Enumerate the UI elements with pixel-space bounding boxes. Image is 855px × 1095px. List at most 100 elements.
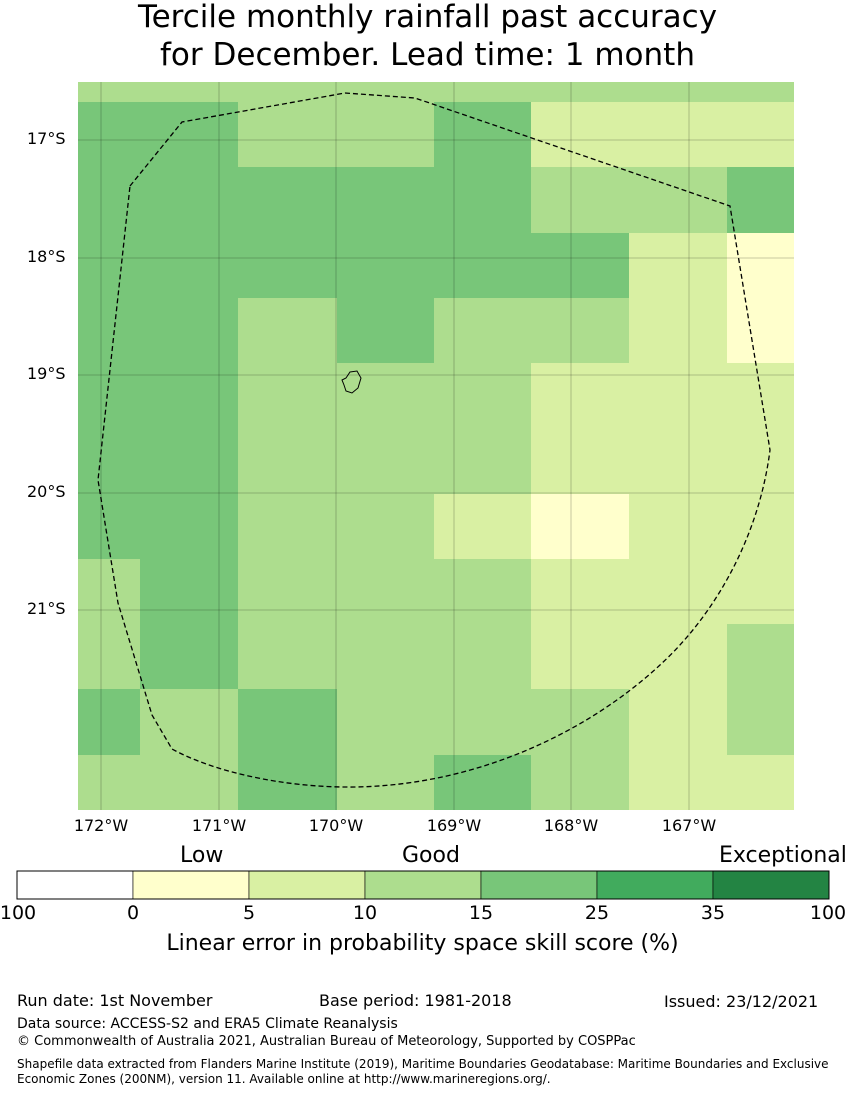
grid-cell — [727, 494, 794, 559]
grid-cell — [140, 494, 238, 559]
colorbar-segment — [596, 870, 714, 900]
colorbar-tick-label: 5 — [242, 902, 256, 924]
grid-cell — [337, 167, 434, 233]
grid-cell — [434, 494, 531, 559]
grid-cell — [727, 298, 794, 363]
grid-cell — [78, 559, 140, 624]
grid-cell — [140, 559, 238, 624]
colorbar — [16, 870, 830, 900]
grid-cell — [78, 689, 140, 755]
grid-cell — [238, 494, 337, 559]
grid-cell — [140, 429, 238, 494]
grid-cell — [727, 559, 794, 624]
grid-cell — [629, 298, 727, 363]
grid-cell — [434, 363, 531, 429]
grid-cell — [238, 363, 337, 429]
grid-cell — [140, 689, 238, 755]
grid-cell — [238, 624, 337, 689]
grid-cell — [727, 102, 794, 167]
grid-cell — [727, 82, 794, 102]
lat-label-18s: 18°S — [27, 247, 66, 266]
grid-cell — [727, 233, 794, 298]
colorbar-segment — [132, 870, 250, 900]
colorbar-segment — [480, 870, 598, 900]
grid-cell — [434, 233, 531, 298]
grid-cell — [434, 82, 531, 102]
graticule — [78, 82, 794, 810]
grid-cell — [434, 298, 531, 363]
grid-cell — [140, 298, 238, 363]
grid-cell — [629, 82, 727, 102]
niue-island-outline — [341, 370, 362, 394]
grid-cell — [140, 82, 238, 102]
lon-label-172w: 172°W — [73, 816, 129, 835]
grid-cell — [337, 102, 434, 167]
grid-cell — [531, 494, 629, 559]
grid-cell — [727, 755, 794, 810]
map-title-line2: for December. Lead time: 1 month — [160, 37, 695, 73]
map-title-line1: Tercile monthly rainfall past accuracy — [137, 0, 718, 35]
colorbar-label: Linear error in probability space skill … — [166, 931, 679, 956]
grid-cell — [78, 102, 140, 167]
grid-cell — [238, 559, 337, 624]
colorbar-tick-label: 25 — [584, 902, 610, 924]
grid-cell — [78, 233, 140, 298]
grid-cell — [78, 167, 140, 233]
lat-label-17s: 17°S — [27, 129, 66, 148]
grid-cell — [238, 689, 337, 755]
grid-cell — [337, 233, 434, 298]
lat-label-21s: 21°S — [27, 599, 66, 618]
grid-cell — [434, 559, 531, 624]
base-period: Base period: 1981-2018 — [319, 991, 512, 1010]
grid-cell — [78, 624, 140, 689]
grid-cell — [238, 102, 337, 167]
data-source: Data source: ACCESS-S2 and ERA5 Climate … — [17, 1016, 398, 1032]
lon-label-170w: 170°W — [308, 816, 364, 835]
grid-cell — [337, 363, 434, 429]
lon-label-167w: 167°W — [661, 816, 717, 835]
colorbar-tick-label: 0 — [126, 902, 140, 924]
shapefile-note: Shapefile data extracted from Flanders M… — [17, 1057, 829, 1086]
grid-cell — [140, 102, 238, 167]
grid-cell — [727, 689, 794, 755]
grid-cell — [629, 429, 727, 494]
grid-cell — [140, 167, 238, 233]
grid-cell — [629, 624, 727, 689]
grid-cell — [434, 429, 531, 494]
grid-cell — [727, 624, 794, 689]
colorbar-category-exceptional: Exceptional — [719, 843, 847, 868]
grid-cell — [140, 363, 238, 429]
grid-cell — [238, 298, 337, 363]
run-date: Run date: 1st November — [17, 991, 213, 1010]
copyright-notice: © Commonwealth of Australia 2021, Austra… — [17, 1034, 636, 1049]
colorbar-segment — [16, 870, 134, 900]
grid-cell — [434, 167, 531, 233]
grid-cell — [531, 298, 629, 363]
grid-cell — [629, 102, 727, 167]
grid-cell — [78, 755, 140, 810]
grid-cell — [629, 363, 727, 429]
skill-grid — [78, 82, 794, 810]
grid-cell — [238, 167, 337, 233]
grid-cell — [629, 167, 727, 233]
lon-label-169w: 169°W — [426, 816, 482, 835]
colorbar-tick-label: 35 — [700, 902, 726, 924]
grid-cell — [629, 559, 727, 624]
grid-cell — [140, 233, 238, 298]
grid-cell — [531, 82, 629, 102]
grid-cell — [78, 298, 140, 363]
grid-cell — [727, 429, 794, 494]
colorbar-tick-label: 100 — [809, 902, 847, 924]
grid-cell — [531, 755, 629, 810]
grid-cell — [238, 82, 337, 102]
colorbar-tick-label: 15 — [468, 902, 494, 924]
grid-cell — [78, 429, 140, 494]
grid-cell — [531, 102, 629, 167]
grid-cell — [337, 624, 434, 689]
lat-label-20s: 20°S — [27, 482, 66, 501]
grid-cell — [337, 689, 434, 755]
eez-boundary — [97, 92, 771, 788]
grid-cell — [629, 494, 727, 559]
issued-date: Issued: 23/12/2021 — [664, 992, 819, 1011]
